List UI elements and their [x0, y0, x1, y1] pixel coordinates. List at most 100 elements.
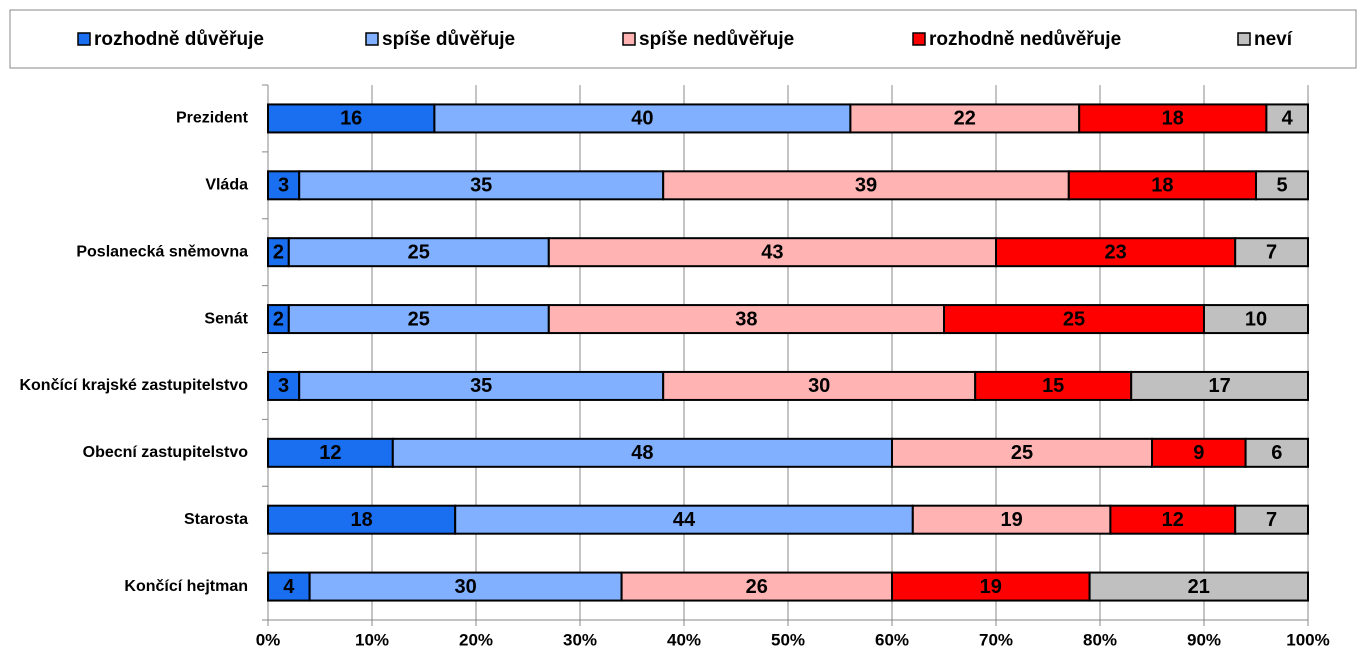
bar-segment [911, 504, 1112, 535]
data-label: 39 [855, 175, 877, 197]
data-label: 22 [954, 108, 976, 130]
data-label: 23 [1104, 241, 1126, 263]
x-tick-label: 10% [355, 630, 389, 649]
data-label: 12 [319, 442, 341, 464]
legend-swatch [1237, 32, 1251, 46]
bar-segment [433, 103, 852, 134]
data-label: 19 [1000, 509, 1022, 531]
data-label: 3 [278, 175, 289, 197]
data-label: 25 [1011, 442, 1033, 464]
bar-segment [454, 504, 914, 535]
bar-segment [308, 571, 623, 602]
bar-segment [391, 437, 893, 468]
bar-segment [620, 571, 893, 602]
data-label: 35 [470, 375, 492, 397]
bar-segment [1255, 170, 1309, 201]
data-label: 38 [735, 308, 757, 330]
legend-label: rozhodně nedůvěřuje [929, 29, 1121, 50]
category-label: Vláda [205, 177, 248, 194]
data-label: 43 [761, 241, 783, 263]
bar-segment [287, 304, 550, 335]
data-label: 5 [1276, 175, 1287, 197]
data-label: 18 [1151, 175, 1173, 197]
category-label: Senát [204, 310, 248, 327]
legend-label: rozhodně důvěřuje [94, 29, 264, 50]
data-label: 16 [340, 108, 362, 130]
bar-segment [1109, 504, 1237, 535]
x-tick-label: 100% [1286, 630, 1329, 649]
data-label: 15 [1042, 375, 1064, 397]
bar-segment [662, 370, 977, 401]
x-tick-label: 60% [875, 630, 909, 649]
bar-segment [1151, 437, 1247, 468]
x-tick-label: 80% [1083, 630, 1117, 649]
bar-segment [943, 304, 1205, 335]
data-label: 4 [1282, 108, 1294, 130]
bar-segment [1234, 504, 1309, 535]
x-tick-label: 50% [771, 630, 805, 649]
data-label: 30 [808, 375, 830, 397]
data-label: 3 [278, 375, 289, 397]
data-label: 7 [1266, 241, 1277, 263]
bar-segment [891, 437, 1153, 468]
data-label: 25 [408, 241, 430, 263]
data-label: 18 [1162, 108, 1184, 130]
data-label: 30 [454, 576, 476, 598]
legend-swatch [77, 32, 91, 46]
legend-label: neví [1254, 29, 1293, 50]
data-label: 35 [470, 175, 492, 197]
bar-segment [547, 237, 997, 268]
bar-segment [267, 437, 394, 468]
x-tick-label: 0% [256, 630, 281, 649]
x-tick-label: 90% [1187, 630, 1221, 649]
data-label: 2 [273, 241, 284, 263]
data-label: 48 [631, 442, 653, 464]
data-label: 25 [408, 308, 430, 330]
data-label: 2 [273, 308, 284, 330]
data-label: 9 [1193, 442, 1204, 464]
x-tick-label: 20% [459, 630, 493, 649]
data-label: 18 [350, 509, 372, 531]
bar-segment [1203, 304, 1309, 335]
x-tick-label: 40% [667, 630, 701, 649]
bar-segment [267, 170, 301, 201]
bar-segment [1067, 170, 1258, 201]
category-label: Obecní zastupitelstvo [83, 444, 249, 461]
data-label: 4 [283, 576, 295, 598]
data-label: 17 [1208, 375, 1230, 397]
data-label: 44 [673, 509, 696, 531]
legend-label: spíše nedůvěřuje [639, 29, 794, 50]
data-label: 26 [746, 576, 768, 598]
bar-segment [1078, 103, 1268, 134]
bar-segment [1234, 237, 1309, 268]
data-label: 7 [1266, 509, 1277, 531]
category-label: Prezident [176, 110, 249, 127]
data-label: 19 [980, 576, 1002, 598]
legend-box [9, 9, 1357, 69]
data-label: 10 [1245, 308, 1267, 330]
data-label: 25 [1063, 308, 1085, 330]
legend-label: spíše důvěřuje [382, 29, 515, 50]
data-label: 6 [1271, 442, 1282, 464]
category-label: Končící hejtman [124, 578, 248, 595]
data-label: 21 [1188, 576, 1210, 598]
bar-segment [1265, 103, 1310, 134]
category-label: Končící krajské zastupitelstvo [19, 377, 248, 394]
bar-segment [995, 237, 1237, 268]
data-label: 12 [1162, 509, 1184, 531]
x-tick-label: 70% [979, 630, 1013, 649]
legend-swatch [365, 32, 379, 46]
bar-segment [298, 170, 665, 201]
data-label: 40 [631, 108, 653, 130]
bar-segment [1130, 370, 1309, 401]
bar-segment [1088, 571, 1309, 602]
legend-swatch [622, 32, 636, 46]
bar-segment [1244, 437, 1309, 468]
category-label: Starosta [184, 511, 248, 528]
x-tick-label: 30% [563, 630, 597, 649]
legend-swatch [912, 32, 926, 46]
bar-segment [891, 571, 1091, 602]
category-label: Poslanecká sněmovna [76, 243, 248, 260]
bar-segment [287, 237, 550, 268]
